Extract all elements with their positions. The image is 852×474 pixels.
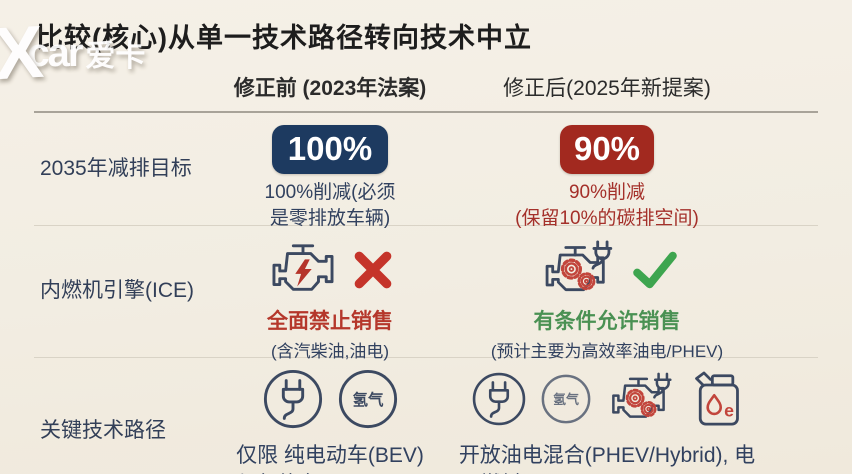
text-after-tech: 开放油电混合(PHEV/Hybrid), 电 子燃料 (e-fuels) (458, 444, 756, 474)
hydrogen-label: 氢气 (352, 390, 384, 409)
hydrogen-circle-icon: 氢气 (337, 368, 399, 430)
table-row-tech-path: 关键技术路径 (34, 358, 818, 474)
efuel-letter: e (724, 401, 734, 421)
icon-group-before-tech: 氢气 (262, 366, 399, 432)
badge-100-percent: 100% (271, 125, 389, 174)
page-title: 比较(核心)从单一技术路径转向技术中立 (36, 23, 532, 53)
plug-circle-icon (471, 371, 527, 427)
column-header-before: 修正前 (2023年法案) (233, 77, 427, 100)
row-label: 2035年减排目标 (40, 157, 192, 181)
engine-lightning-icon (265, 240, 341, 300)
e-fuel-can-icon: e (690, 369, 744, 429)
status-before-ice: 全面禁止销售 (267, 310, 393, 333)
row-label: 内燃机引擎(ICE) (40, 279, 194, 302)
hydrogen-label: 氢气 (552, 392, 578, 407)
red-cross-icon (351, 248, 395, 292)
text-before-tech: 仅限 纯电动车(BEV) 与氢能车 (236, 444, 424, 474)
plug-circle-icon (262, 368, 324, 430)
table-row-2035-target: 2035年减排目标 100% 100%削减(必须 是零排放车辆) 90% 90%… (34, 113, 818, 229)
table-row-ice: 内燃机引擎(ICE) (34, 226, 818, 361)
hydrogen-circle-icon: 氢气 (540, 373, 592, 425)
cell-after-target: 90% 90%削减 (保留10%的碳排空间) (436, 113, 818, 232)
caption-before-target: 100%削减(必须 是零排放车辆) (264, 181, 396, 229)
icon-group-after-tech: 氢气 (471, 366, 744, 432)
table-header-row: 修正前 (2023年法案) 修正后(2025年新提案) (34, 60, 818, 113)
green-check-icon (631, 249, 679, 291)
engine-hybrid-plug-icon (535, 240, 621, 300)
comparison-table: 修正前 (2023年法案) 修正后(2025年新提案) 2035年减排目标 10… (34, 60, 818, 474)
icon-group-after-ice (535, 240, 679, 300)
cell-after-ice: 有条件允许销售 (预计主要为高效率油电/PHEV) (436, 226, 818, 362)
note-after-ice: (预计主要为高效率油电/PHEV) (490, 342, 724, 361)
cell-before-target: 100% 100%削减(必须 是零排放车辆) (224, 113, 436, 232)
cell-before-ice: 全面禁止销售 (含汽柴油,油电) (224, 226, 436, 362)
icon-group-before-ice (265, 240, 395, 300)
note-before-ice: (含汽柴油,油电) (270, 342, 390, 361)
status-after-ice: 有条件允许销售 (533, 310, 681, 333)
cell-before-tech: 氢气 仅限 纯电动车(BEV) 与氢能车 (224, 358, 436, 474)
cell-after-tech: 氢气 (436, 358, 818, 474)
engine-hybrid-plug-icon (605, 372, 677, 426)
badge-90-percent: 90% (559, 125, 655, 174)
row-label: 关键技术路径 (40, 418, 166, 442)
caption-after-target: 90%削减 (保留10%的碳排空间) (515, 181, 699, 229)
column-header-after: 修正后(2025年新提案) (503, 77, 711, 100)
